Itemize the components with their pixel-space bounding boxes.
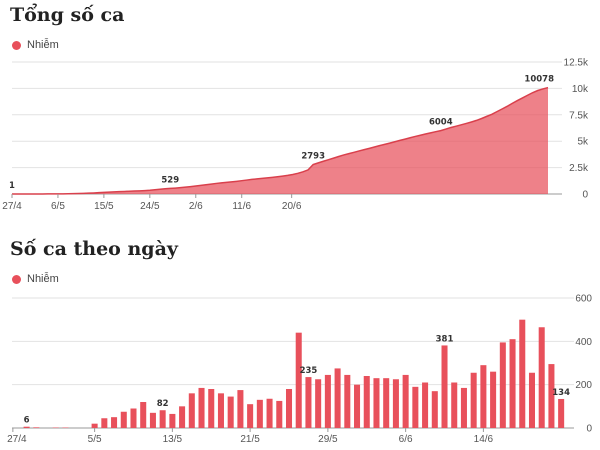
bar <box>509 339 516 428</box>
bar <box>519 319 526 428</box>
bar <box>324 374 331 428</box>
bar <box>188 393 195 428</box>
bar <box>120 411 127 428</box>
bar <box>354 384 361 428</box>
bar <box>140 402 147 428</box>
bar <box>558 398 565 428</box>
bar <box>101 418 108 428</box>
bar <box>344 374 351 428</box>
bar <box>548 364 555 428</box>
bar <box>159 410 166 428</box>
y-tick-label: 2.5k <box>569 163 589 174</box>
bar <box>169 413 176 428</box>
bar <box>470 372 477 428</box>
y-tick-label: 0 <box>586 424 592 435</box>
bar <box>217 393 224 428</box>
data-label: 6004 <box>429 118 453 128</box>
data-label: 6 <box>24 416 30 426</box>
data-label: 529 <box>161 175 179 185</box>
bar <box>451 382 458 428</box>
x-tick-label: 21/5 <box>240 434 260 445</box>
x-tick-label: 5/5 <box>88 434 102 445</box>
daily-cases-section: Số ca theo ngày Nhiễm 0 200 400 600 27/4 5/5 1… <box>0 228 600 450</box>
bar <box>538 327 545 428</box>
legend-swatch <box>12 274 21 284</box>
daily-bar-chart: 0 200 400 600 27/4 5/5 13/5 21/5 29/5 6/6 14/6 6 82 2… <box>7 294 592 446</box>
bar <box>179 406 186 428</box>
y-tick-label: 600 <box>575 294 592 305</box>
bar <box>256 399 263 428</box>
chart-title: Tổng số ca <box>10 4 125 26</box>
bar <box>383 378 390 428</box>
bar <box>305 377 312 428</box>
bar <box>295 332 302 428</box>
series-line <box>12 86 549 195</box>
x-tick-label: 27/4 <box>2 201 22 212</box>
bar <box>441 345 448 428</box>
x-tick-label: 29/5 <box>318 434 338 445</box>
chart-title: Số ca theo ngày <box>10 238 178 260</box>
data-label: 2793 <box>301 152 325 162</box>
bar <box>363 376 370 428</box>
x-tick-label: 20/6 <box>282 201 302 212</box>
y-tick-label: 10k <box>572 84 589 95</box>
x-tick-label: 11/6 <box>232 201 251 212</box>
y-tick-label: 7.5k <box>569 110 589 121</box>
bar <box>149 412 156 428</box>
x-tick-label: 6/5 <box>51 201 65 212</box>
bar <box>285 389 293 428</box>
x-tick-label: 13/5 <box>163 434 183 445</box>
y-tick-label: 200 <box>575 380 592 391</box>
bar <box>422 382 429 428</box>
data-label: 235 <box>300 366 318 376</box>
cumulative-cases-section: Tổng số ca Nhiễm 0 2.5k 5k 7.5k 10k 12.5k 27/4… <box>2 4 589 213</box>
bar <box>23 426 30 428</box>
x-tick-label: 6/6 <box>399 434 413 445</box>
data-label: 10078 <box>524 75 554 85</box>
bar <box>276 400 283 428</box>
legend-label: Nhiễm <box>27 39 59 51</box>
legend-label: Nhiễm <box>27 273 59 285</box>
y-tick-label: 400 <box>575 337 592 348</box>
bar <box>237 390 244 428</box>
bar <box>528 372 535 428</box>
data-label: 381 <box>436 334 454 344</box>
bar <box>111 417 118 428</box>
area-fill <box>12 87 548 194</box>
y-tick-label: 0 <box>582 190 588 201</box>
bar <box>499 342 506 428</box>
bar <box>412 386 419 428</box>
bar <box>247 404 254 428</box>
bar <box>315 379 322 428</box>
legend-swatch <box>12 40 21 50</box>
bar <box>392 379 399 428</box>
bar <box>208 389 215 428</box>
bar <box>402 374 409 428</box>
data-label: 1 <box>9 181 15 191</box>
y-tick-label: 12.5k <box>564 58 589 69</box>
bar <box>431 391 438 428</box>
bar <box>480 365 487 428</box>
bar <box>198 387 205 428</box>
x-tick-label: 14/6 <box>474 434 494 445</box>
bar <box>334 368 341 428</box>
x-tick-label: 24/5 <box>140 201 160 212</box>
x-tick-label: 27/4 <box>7 434 27 445</box>
bar <box>33 427 40 428</box>
y-tick-label: 5k <box>577 137 589 148</box>
x-tick-label: 2/6 <box>189 201 203 212</box>
bar <box>130 408 137 428</box>
legend[interactable]: Nhiễm <box>12 273 59 285</box>
bar <box>373 378 380 428</box>
bar <box>227 396 234 428</box>
data-label: 134 <box>552 388 570 398</box>
data-label: 82 <box>157 399 169 409</box>
bar <box>460 387 467 428</box>
bar <box>490 371 497 428</box>
legend[interactable]: Nhiễm <box>12 39 59 51</box>
cumulative-area-chart: 0 2.5k 5k 7.5k 10k 12.5k 27/4 6/5 15/5 24/5 2/6 11/… <box>2 58 589 213</box>
bar <box>266 398 273 428</box>
bar <box>91 423 98 428</box>
x-tick-label: 15/5 <box>94 201 114 212</box>
